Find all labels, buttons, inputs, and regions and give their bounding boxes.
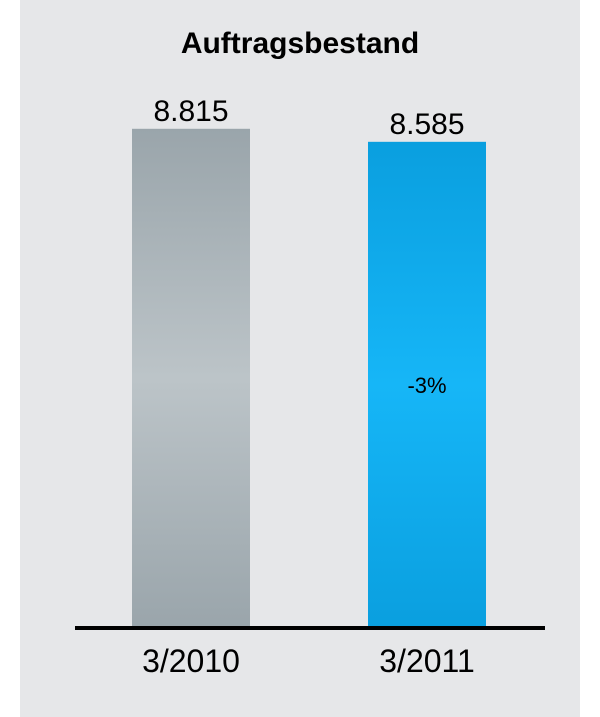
x-tick-label-3-2011: 3/2011 xyxy=(379,643,475,679)
labels-group: 8.815 3/2010 8.585 3/2011 -3% xyxy=(142,95,475,679)
value-label-3-2011: 8.585 xyxy=(389,108,464,141)
x-tick-label-3-2010: 3/2010 xyxy=(142,643,240,679)
bar-3-2010 xyxy=(132,128,250,628)
chart-title: Auftragsbestand xyxy=(180,27,420,60)
change-annotation: -3% xyxy=(407,373,446,398)
chart-panel: Auftragsbestand xyxy=(20,0,580,717)
value-label-3-2010: 8.815 xyxy=(153,95,228,128)
bar-3-2011 xyxy=(368,141,486,628)
bars-group xyxy=(132,128,486,628)
